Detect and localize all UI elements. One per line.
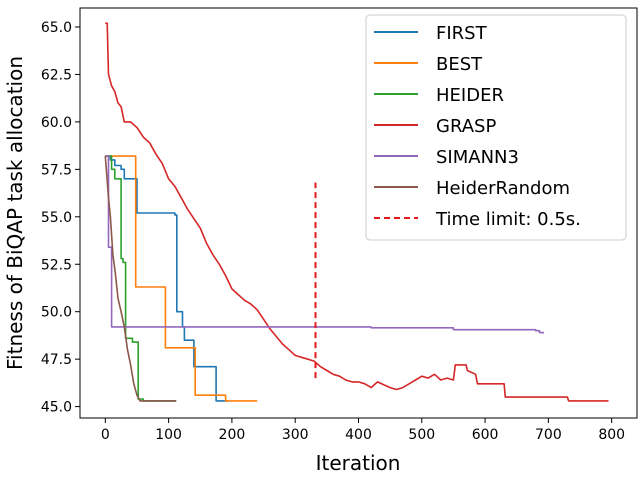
x-tick-label: 200 bbox=[219, 427, 246, 443]
legend-label-simann3: SIMANN3 bbox=[436, 147, 519, 168]
plot-lines bbox=[104, 22, 609, 402]
legend: FIRST BEST HEIDER GRASP SIMANN3 HeiderRandom T… bbox=[365, 14, 627, 241]
x-tick-label: 100 bbox=[155, 427, 182, 443]
legend-frame bbox=[365, 14, 627, 241]
y-tick-label: 47.5 bbox=[41, 352, 72, 368]
x-tick-label: 800 bbox=[598, 427, 625, 443]
series-line-first bbox=[105, 155, 228, 402]
x-tick-label: 600 bbox=[472, 427, 499, 443]
series-line-heiderrandom bbox=[104, 156, 177, 402]
legend-label-heider: HEIDER bbox=[436, 85, 504, 106]
x-tick-label: 400 bbox=[345, 427, 372, 443]
y-tick-label: 55.0 bbox=[41, 210, 72, 226]
x-axis-label: Iteration bbox=[316, 451, 401, 475]
y-tick-label: 45.0 bbox=[41, 400, 72, 416]
legend-label-time-limit-0-5s: Time limit: 0.5s. bbox=[435, 209, 581, 230]
series-line-grasp bbox=[105, 22, 609, 402]
x-axis-ticks: 0 100 200 300 400 500 600 700 800 bbox=[101, 418, 625, 443]
x-tick-label: 0 bbox=[101, 427, 110, 443]
legend-items: FIRST BEST HEIDER GRASP SIMANN3 HeiderRandom T… bbox=[374, 23, 581, 230]
legend-label-grasp: GRASP bbox=[436, 116, 496, 137]
y-tick-label: 62.5 bbox=[41, 67, 72, 83]
legend-label-heiderrandom: HeiderRandom bbox=[436, 178, 570, 199]
y-axis-ticks: 45.0 47.5 50.0 52.5 55.0 57.5 60.0 62.5 65.0 bbox=[41, 20, 80, 416]
y-tick-label: 50.0 bbox=[41, 305, 72, 321]
x-tick-label: 500 bbox=[408, 427, 435, 443]
y-tick-label: 60.0 bbox=[41, 115, 72, 131]
legend-label-best: BEST bbox=[436, 54, 483, 75]
series-line-simann3 bbox=[105, 155, 545, 334]
y-tick-label: 65.0 bbox=[41, 20, 72, 36]
y-tick-label: 57.5 bbox=[41, 162, 72, 178]
legend-label-first: FIRST bbox=[436, 23, 488, 44]
x-tick-label: 700 bbox=[535, 427, 562, 443]
series-line-best bbox=[105, 155, 258, 402]
y-tick-label: 52.5 bbox=[41, 257, 72, 273]
y-axis-label: Fitness of BiQAP task allocation bbox=[3, 56, 27, 370]
x-tick-label: 300 bbox=[282, 427, 309, 443]
